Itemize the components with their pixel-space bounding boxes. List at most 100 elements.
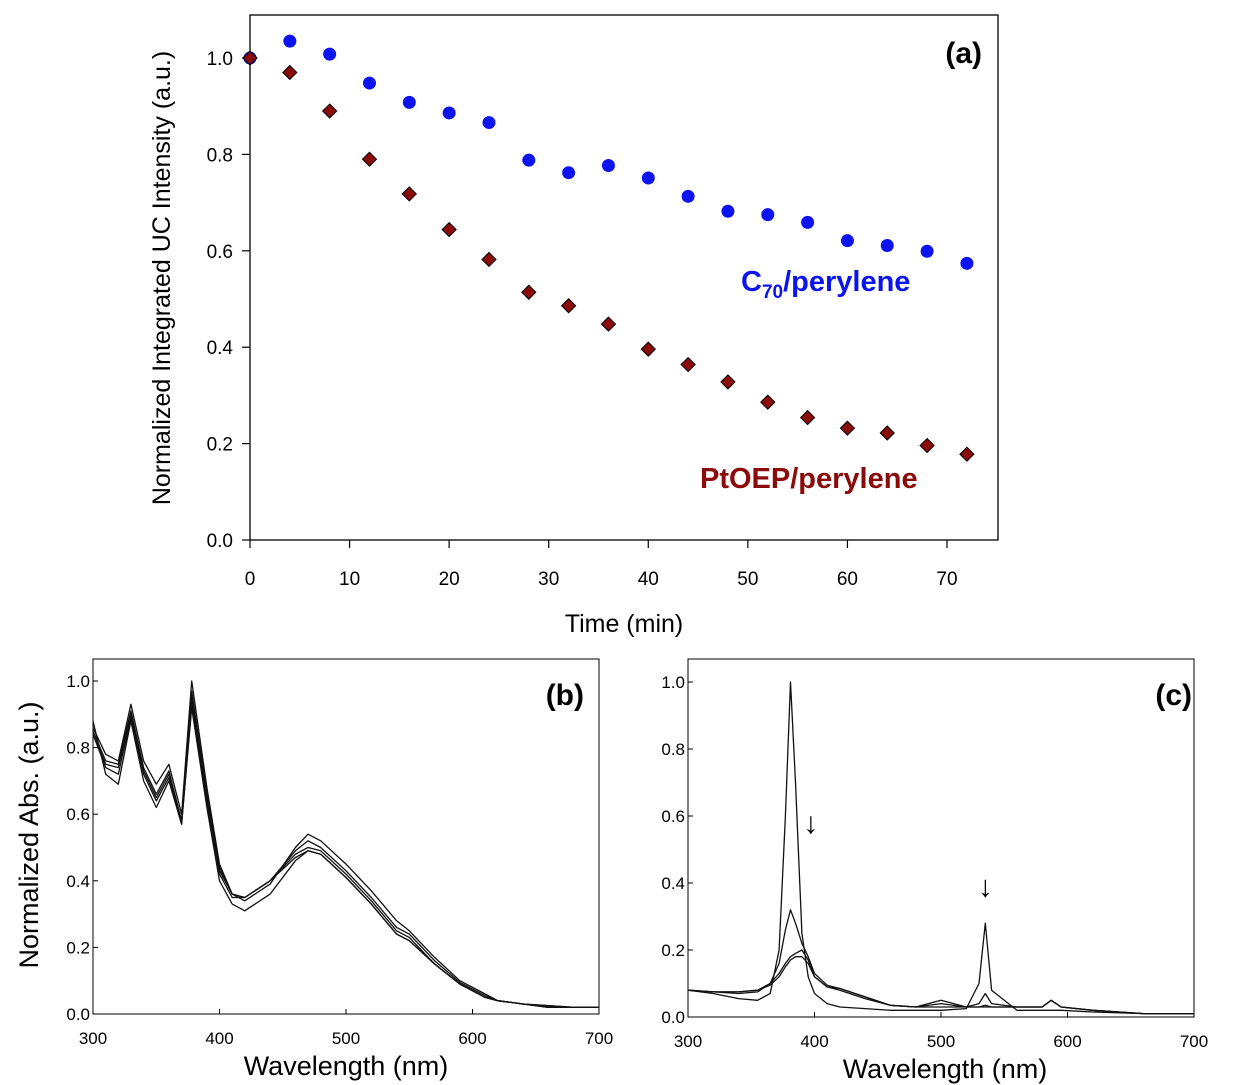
y-tick-label-c: 0.8 (661, 740, 685, 759)
y-axis-label-a: Normalized Integrated UC Intensity (a.u.… (148, 51, 176, 505)
spectrum-line-c (687, 909, 1194, 1015)
data-point-c70 (880, 238, 894, 252)
x-tick-label-c: 500 (927, 1032, 955, 1051)
y-tick-label-c: 0.6 (661, 807, 685, 826)
x-tick-label-c: 400 (800, 1032, 828, 1051)
x-tick-label-a: 0 (245, 569, 256, 590)
y-tick-label-a: 0.4 (207, 338, 234, 359)
spectrum-line-b (92, 706, 599, 1008)
data-point-ptoep (441, 221, 457, 238)
y-tick-label-c: 0.2 (661, 941, 685, 960)
data-point-c70 (442, 106, 456, 120)
data-point-ptoep (680, 356, 696, 373)
y-tick-label-c: 0.4 (661, 874, 685, 893)
data-point-c70 (960, 256, 974, 270)
data-point-c70 (402, 95, 416, 109)
spectrum-line-b (92, 697, 599, 1008)
spectrum-line-c (687, 681, 1194, 1015)
data-point-ptoep (839, 420, 856, 436)
x-tick-label-a: 50 (737, 569, 758, 590)
x-tick-label-b: 500 (332, 1029, 360, 1048)
data-point-c70 (601, 158, 615, 172)
x-axis-label-c: Wavelength (nm) (843, 1054, 1048, 1084)
data-point-c70 (920, 244, 934, 258)
data-point-c70 (641, 171, 655, 185)
x-tick-label-b: 700 (585, 1029, 613, 1048)
x-tick-label-a: 60 (837, 569, 858, 590)
panel-b: 300 400 500 600 700 0.0 0.2 0.4 0.6 0.8 1.0 (b) Wa… (14, 658, 613, 1081)
x-tick-label-c: 600 (1053, 1032, 1081, 1051)
series-label-ptoep: PtOEP/perylene (700, 463, 918, 495)
series-label-c70-main: C (741, 266, 762, 298)
y-axis-label-b: Normalized Abs. (a.u.) (14, 701, 44, 968)
data-point-ptoep (282, 64, 298, 81)
y-tick-label-c: 0.0 (661, 1008, 685, 1027)
x-tick-label-a: 70 (936, 569, 957, 590)
marks-b (92, 680, 599, 1008)
data-point-ptoep (600, 316, 617, 332)
down-arrow-c: ↓ (803, 807, 818, 840)
data-point-c70 (681, 189, 695, 203)
plot-frame-c (687, 658, 1195, 1018)
marks-c: ↓↓ (687, 681, 1194, 1015)
y-tick-label-b: 0.4 (66, 872, 90, 891)
y-tick-label-b: 0.2 (66, 938, 90, 957)
data-point-c70 (840, 234, 854, 248)
panel-label-c: (c) (1155, 679, 1192, 712)
panel-a: 0 10 20 30 40 50 60 700.00.20.40.60.81.0 (a) C7… (148, 14, 999, 638)
y-tick-label-a: 0.8 (207, 145, 233, 166)
down-arrow-c: ↓ (978, 870, 993, 903)
data-point-ptoep (720, 374, 736, 390)
y-tick-label-b: 1.0 (66, 672, 90, 691)
spectrum-line-b (92, 680, 599, 1008)
y-tick-label-b: 0.6 (66, 805, 90, 824)
panel-label-b: (b) (546, 679, 584, 712)
x-tick-label-a: 30 (538, 569, 559, 590)
data-point-c70 (761, 208, 775, 222)
series-label-c70: C70/perylene (741, 266, 910, 303)
data-point-ptoep (959, 446, 975, 462)
spectrum-line-b (92, 703, 599, 1008)
data-point-ptoep (919, 437, 935, 454)
y-tick-label-a: 0.0 (207, 531, 233, 552)
spectrum-line-b (92, 690, 599, 1008)
data-point-c70 (482, 116, 496, 130)
x-axis-label-b: Wavelength (nm) (244, 1051, 449, 1081)
x-tick-label-a: 20 (439, 569, 460, 590)
data-point-ptoep (760, 394, 776, 410)
x-tick-label-b: 300 (79, 1029, 107, 1048)
y-tick-label-a: 0.6 (207, 242, 233, 263)
data-point-c70 (801, 215, 815, 229)
x-axis-label-a: Time (min) (565, 610, 684, 638)
y-tick-label-a: 0.2 (207, 435, 233, 456)
y-tick-label-a: 1.0 (207, 49, 233, 70)
data-point-ptoep (401, 186, 418, 202)
data-point-ptoep (242, 50, 258, 66)
series-label-c70-rest: /perylene (783, 266, 910, 298)
x-tick-label-a: 40 (638, 569, 659, 590)
series-label-c70-sub: 70 (762, 282, 783, 303)
data-point-ptoep (879, 425, 895, 441)
y-tick-label-b: 0.0 (66, 1005, 90, 1024)
marks-a (242, 34, 975, 462)
axes-a: 0 10 20 30 40 50 60 70 0.0 0.2 0.4 0.6 0.8 1.0 (207, 49, 958, 590)
y-tick-label-b: 0.8 (66, 739, 90, 758)
x-tick-label-c: 700 (1180, 1032, 1208, 1051)
data-point-ptoep (321, 103, 338, 119)
spectrum-line-c (687, 956, 1194, 1015)
axes-c: 300 400 500 600 700 0.0 0.2 0.4 0.6 0.8 1.0 (661, 673, 1208, 1051)
x-tick-label-c: 300 (674, 1032, 702, 1051)
axes-b: 300 400 500 600 700 0.0 0.2 0.4 0.6 0.8 1.0 (66, 672, 613, 1048)
data-point-c70 (721, 204, 735, 218)
x-tick-label-b: 600 (458, 1029, 486, 1048)
data-point-ptoep (799, 409, 816, 426)
data-point-ptoep (361, 151, 378, 167)
data-point-c70 (362, 76, 376, 90)
data-point-ptoep (640, 341, 656, 357)
data-point-c70 (283, 34, 297, 48)
data-point-c70 (562, 166, 576, 180)
data-point-c70 (522, 153, 536, 167)
data-point-ptoep (560, 298, 577, 314)
plot-frame-b (92, 658, 600, 1015)
